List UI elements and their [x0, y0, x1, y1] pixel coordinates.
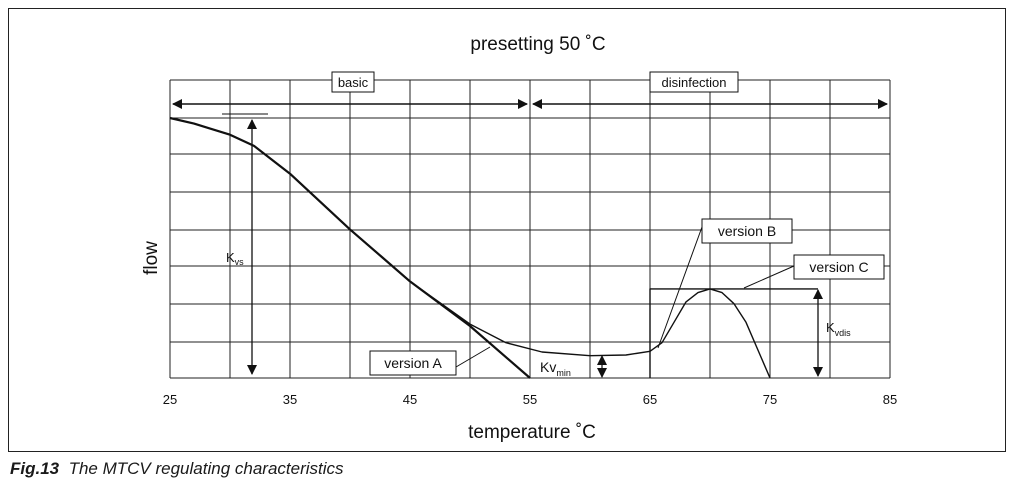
x-tick-label: 45: [403, 392, 417, 407]
range-label-box: [331, 71, 375, 93]
figure-number: Fig.13: [10, 459, 60, 478]
series-line-version-C: [649, 288, 818, 378]
chart-title: presetting 50 ˚C: [470, 34, 605, 55]
series-label-leader: [657, 226, 703, 349]
x-tick-label: 85: [883, 392, 897, 407]
x-tick-label: 65: [643, 392, 657, 407]
figure-frame: [8, 8, 1006, 452]
x-tick-label: 55: [523, 392, 537, 407]
x-tick-label: 35: [283, 392, 297, 407]
kvs-label: Kvs: [226, 250, 244, 267]
range-label-box: [649, 71, 739, 93]
kvmin-label-subscript: min: [556, 368, 571, 378]
x-tick-label: 25: [163, 392, 177, 407]
x-tick-label: 75: [763, 392, 777, 407]
series-line-version-B: [169, 117, 771, 379]
kvdis-label-subscript: vdis: [835, 328, 852, 338]
series-label-leader: [455, 346, 491, 368]
figure-caption: Fig.13 The MTCV regulating characteristi…: [10, 459, 344, 479]
series-label-box: [701, 218, 793, 244]
series-label: version C: [809, 259, 868, 275]
series-label: version B: [718, 223, 776, 239]
series-label: version A: [384, 355, 442, 371]
series-label-box: [369, 350, 457, 376]
kvs-label-subscript: vs: [235, 257, 245, 267]
x-axis-label: temperature ˚C: [468, 422, 596, 443]
range-label: basic: [338, 75, 369, 90]
series-label-box: [793, 254, 885, 280]
kvmin-label: Kvmin: [540, 359, 571, 378]
figure-caption-text: The MTCV regulating characteristics: [68, 459, 344, 478]
range-label: disinfection: [661, 75, 726, 90]
y-axis-label: flow: [141, 241, 162, 275]
series-label-leader: [743, 265, 795, 289]
x-tick-labels: 25 35 45 55 65 75 85: [163, 392, 897, 407]
